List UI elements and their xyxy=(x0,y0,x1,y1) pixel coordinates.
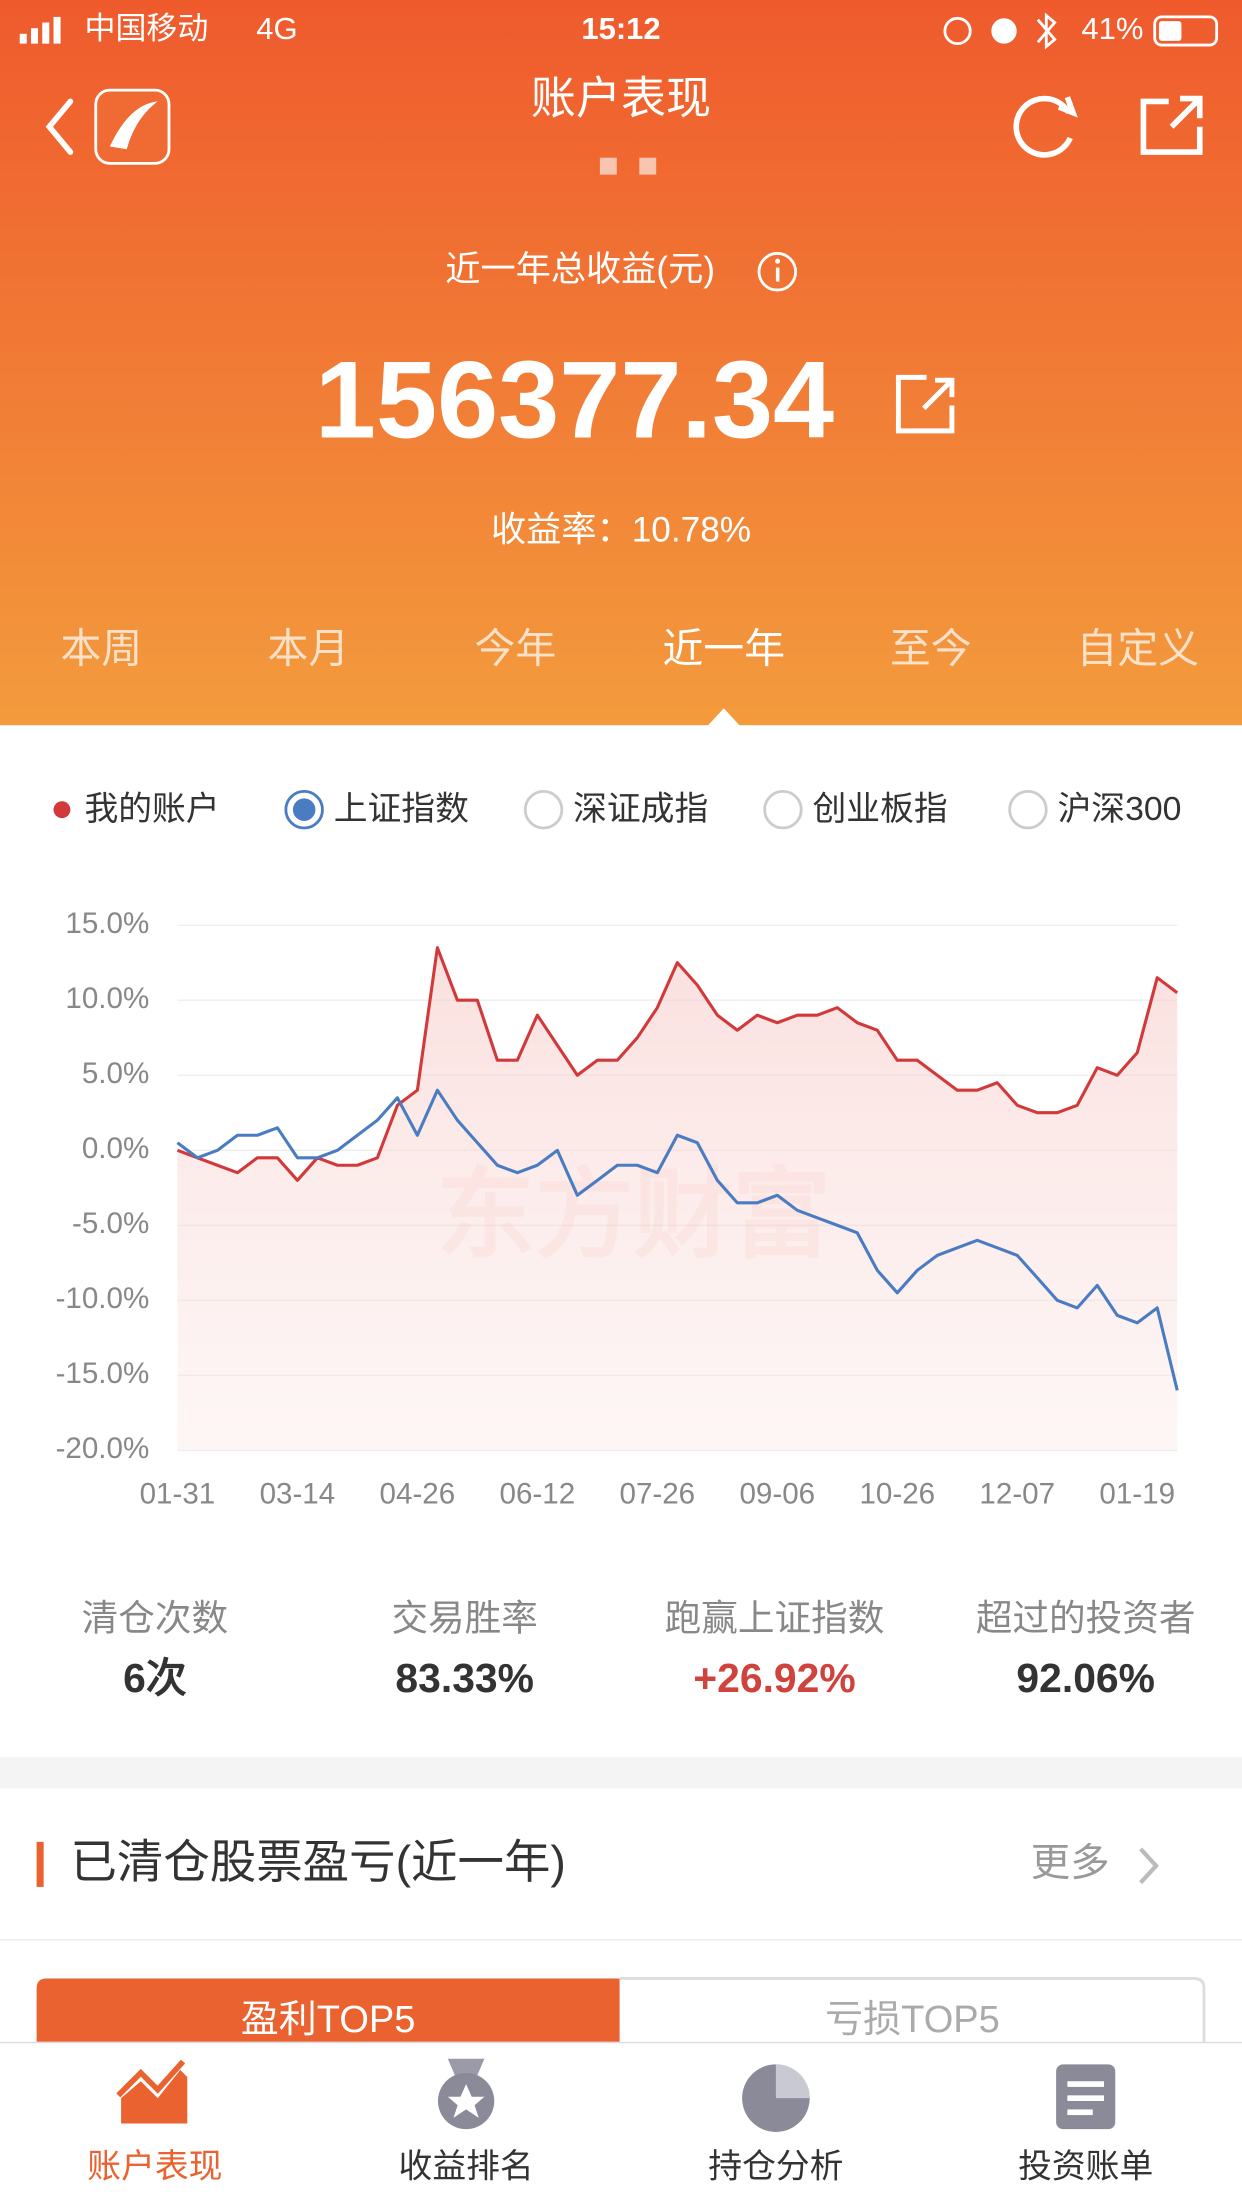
battery-text: 41% xyxy=(1081,11,1143,46)
y-tick-label: 5.0% xyxy=(82,1057,149,1090)
profit-tab-label: 盈利TOP5 xyxy=(241,1999,416,2041)
legend-radio[interactable] xyxy=(763,789,803,830)
return-rate: 收益率：10.78% xyxy=(491,511,751,550)
nav-label[interactable]: 投资账单 xyxy=(1018,2147,1153,2185)
nav-label[interactable]: 持仓分析 xyxy=(708,2147,843,2185)
header-bg xyxy=(0,0,1242,726)
share-button[interactable] xyxy=(1140,95,1203,155)
y-tick-label: 10.0% xyxy=(65,982,149,1015)
share-amount-button[interactable] xyxy=(895,374,955,434)
info-icon[interactable] xyxy=(757,252,798,292)
lock-icon xyxy=(943,16,972,46)
refresh-button[interactable] xyxy=(1013,95,1073,158)
y-tick-label: -10.0% xyxy=(56,1282,150,1315)
x-tick-label: 09-06 xyxy=(739,1477,815,1510)
stat-value: 92.06% xyxy=(1016,1655,1154,1701)
nav-icon-holdings xyxy=(742,2064,810,2132)
profit-tab[interactable] xyxy=(36,1978,620,2042)
legend-label[interactable]: 沪深300 xyxy=(1058,790,1182,828)
info-icon-stem xyxy=(775,267,780,282)
stat-value: 6次 xyxy=(123,1655,187,1701)
stat-label: 跑赢上证指数 xyxy=(665,1597,885,1638)
more-chevron xyxy=(1139,1847,1159,1885)
battery-level xyxy=(1158,21,1182,41)
stat-value: +26.92% xyxy=(693,1655,855,1701)
legend: 我的账户 上证指数 深证成指 创业板指 沪深300 xyxy=(53,789,1182,830)
series-line xyxy=(176,946,1179,1182)
more-link[interactable]: 更多 xyxy=(1031,1841,1110,1885)
period-tab[interactable]: 自定义 xyxy=(1077,626,1200,672)
bluetooth-icon xyxy=(1036,12,1057,50)
chart: 15.0% 10.0% 5.0% 0.0% -5.0% -10.0% -15.0% -20.0… xyxy=(56,907,1179,1510)
period-tabs: 本周 本月 今年 近一年 至今 自定义 xyxy=(61,626,1199,727)
carrier: 中国移动 xyxy=(84,11,208,46)
network: 4G xyxy=(256,11,297,46)
section-accent xyxy=(36,1841,44,1887)
x-tick-label: 01-31 xyxy=(140,1477,216,1510)
y-tick-label: -5.0% xyxy=(72,1207,149,1240)
series-line xyxy=(176,1088,1179,1391)
period-tab[interactable]: 至今 xyxy=(890,626,972,672)
app-logo xyxy=(109,101,158,150)
period-tab[interactable]: 今年 xyxy=(475,626,557,672)
x-tick-label: 10-26 xyxy=(859,1477,935,1510)
summary-label: 近一年总收益(元) xyxy=(445,250,715,289)
total-profit: 156377.34 xyxy=(315,339,834,461)
back-button[interactable] xyxy=(45,98,74,155)
alarm-icon xyxy=(991,18,1017,44)
period-tab[interactable]: 近一年 xyxy=(663,626,786,672)
section-line xyxy=(0,1939,1242,1941)
x-tick-label: 01-19 xyxy=(1099,1477,1175,1510)
legend-radio[interactable] xyxy=(284,789,324,830)
legend-dot xyxy=(53,801,71,819)
refresh-arrow xyxy=(1057,96,1078,118)
stat-label: 超过的投资者 xyxy=(976,1597,1196,1638)
legend-radio-dot xyxy=(292,798,316,821)
bottom-nav xyxy=(0,2041,1242,2208)
nav-icon-performance xyxy=(116,2059,188,2124)
legend-radio[interactable] xyxy=(1008,789,1048,830)
loss-tab[interactable] xyxy=(619,1977,1206,2042)
nav-icon-ranking xyxy=(437,2058,495,2130)
period-tab[interactable]: 本月 xyxy=(268,626,350,672)
active-tab-notch xyxy=(706,708,741,727)
legend-radio[interactable] xyxy=(523,789,564,830)
legend-label[interactable]: 创业板指 xyxy=(813,790,948,828)
signal-icon xyxy=(19,16,61,44)
page-title: 账户表现 xyxy=(531,72,711,123)
divider-band xyxy=(0,1757,1242,1789)
period-tab[interactable]: 本周 xyxy=(61,626,143,672)
stats: 清仓次数 6次 交易胜率 83.33% 跑赢上证指数 +26.92% 超过的投资者 92.06… xyxy=(82,1597,1196,1701)
blur-pixel xyxy=(639,157,657,175)
stat-value: 83.33% xyxy=(395,1655,533,1701)
y-tick-label: 0.0% xyxy=(82,1132,149,1165)
y-tick-label: -15.0% xyxy=(56,1357,150,1390)
bottom-nav-border xyxy=(0,2041,1242,2044)
y-tick-label: -20.0% xyxy=(56,1432,150,1465)
loss-tab-label: 亏损TOP5 xyxy=(825,1999,1000,2041)
nav-icon-statement xyxy=(1056,2064,1116,2130)
stat-label: 清仓次数 xyxy=(82,1597,228,1638)
x-tick-label: 07-26 xyxy=(620,1477,696,1510)
bottom-nav-labels: 账户表现 收益排名 持仓分析 投资账单 xyxy=(87,2147,1153,2185)
info-icon-dot xyxy=(775,258,781,264)
nav-label[interactable]: 收益排名 xyxy=(399,2147,534,2185)
legend-label[interactable]: 我的账户 xyxy=(84,790,219,828)
x-tick-label: 04-26 xyxy=(380,1477,456,1510)
x-tick-label: 03-14 xyxy=(260,1477,336,1510)
time: 15:12 xyxy=(581,11,660,46)
y-tick-label: 15.0% xyxy=(65,907,149,940)
series-area xyxy=(177,947,1178,1451)
blur-pixel xyxy=(599,157,617,175)
nav-label[interactable]: 账户表现 xyxy=(87,2147,222,2185)
battery-icon xyxy=(1153,15,1219,47)
legend-label[interactable]: 深证成指 xyxy=(573,790,708,828)
x-tick-label: 06-12 xyxy=(500,1477,576,1510)
legend-label[interactable]: 上证指数 xyxy=(334,790,469,828)
x-tick-label: 12-07 xyxy=(979,1477,1055,1510)
section-title: 已清仓股票盈亏(近一年) xyxy=(70,1836,565,1888)
stat-label: 交易胜率 xyxy=(391,1597,537,1638)
